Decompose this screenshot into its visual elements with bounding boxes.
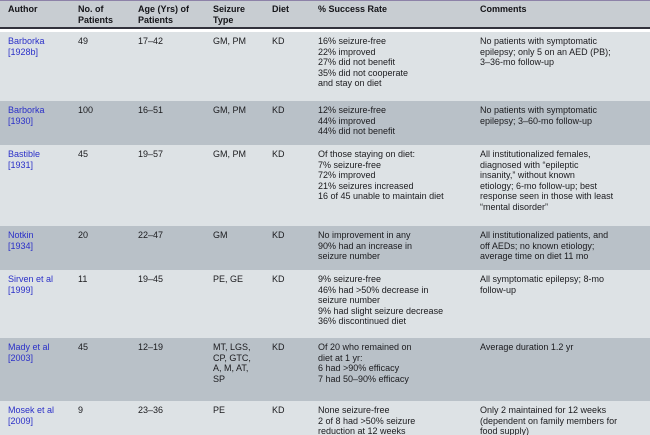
table-header-row: Author No. of Patients Age (Yrs) of Pati… (0, 1, 650, 29)
seizure-type-cell: GM, PM (205, 101, 264, 145)
table-row: Sirven et al [1999] 11 19–45 PE, GE KD 9… (0, 270, 650, 338)
patients-count-cell: 100 (70, 101, 130, 145)
author-citation-link[interactable]: Notkin [1934] (0, 226, 70, 270)
diet-cell: KD (264, 145, 310, 226)
col-header-author: Author (0, 1, 70, 29)
author-citation-link[interactable]: Mosek et al [2009] (0, 401, 70, 435)
patients-count-cell: 49 (70, 32, 130, 101)
success-rate-cell: 9% seizure-free 46% had >50% decrease in… (310, 270, 472, 338)
seizure-type-cell: GM, PM (205, 32, 264, 101)
table-row: Bastible [1931] 45 19–57 GM, PM KD Of th… (0, 145, 650, 226)
col-header-comments: Comments (472, 1, 650, 29)
patients-count-cell: 20 (70, 226, 130, 270)
author-citation-link[interactable]: Bastible [1931] (0, 145, 70, 226)
author-citation-link[interactable]: Barborka [1930] (0, 101, 70, 145)
comments-cell: All institutionalized patients, and off … (472, 226, 650, 270)
diet-cell: KD (264, 101, 310, 145)
success-rate-cell: 12% seizure-free 44% improved 44% did no… (310, 101, 472, 145)
age-range-cell: 22–47 (130, 226, 205, 270)
age-range-cell: 19–45 (130, 270, 205, 338)
diet-cell: KD (264, 32, 310, 101)
comments-cell: Only 2 maintained for 12 weeks (dependen… (472, 401, 650, 435)
comments-cell: All symptomatic epilepsy; 8-mo follow-up (472, 270, 650, 338)
success-rate-cell: Of 20 who remained on diet at 1 yr: 6 ha… (310, 338, 472, 401)
diet-cell: KD (264, 226, 310, 270)
age-range-cell: 12–19 (130, 338, 205, 401)
success-rate-cell: None seizure-free 2 of 8 had >50% seizur… (310, 401, 472, 435)
seizure-type-cell: PE (205, 401, 264, 435)
col-header-diet: Diet (264, 1, 310, 29)
header-gap-row (0, 28, 650, 32)
table-row: Barborka [1930] 100 16–51 GM, PM KD 12% … (0, 101, 650, 145)
comments-cell: No patients with symptomatic epilepsy; 3… (472, 101, 650, 145)
author-citation-link[interactable]: Barborka [1928b] (0, 32, 70, 101)
col-header-success-rate: % Success Rate (310, 1, 472, 29)
table-row: Notkin [1934] 20 22–47 GM KD No improvem… (0, 226, 650, 270)
table-body: Barborka [1928b] 49 17–42 GM, PM KD 16% … (0, 28, 650, 435)
seizure-type-cell: GM (205, 226, 264, 270)
top-border-rule (0, 0, 650, 1)
diet-cell: KD (264, 401, 310, 435)
success-rate-cell: Of those staying on diet: 7% seizure-fre… (310, 145, 472, 226)
diet-cell: KD (264, 338, 310, 401)
age-range-cell: 19–57 (130, 145, 205, 226)
col-header-no-of-patients: No. of Patients (70, 1, 130, 29)
patients-count-cell: 45 (70, 145, 130, 226)
table-row: Barborka [1928b] 49 17–42 GM, PM KD 16% … (0, 32, 650, 101)
success-rate-cell: 16% seizure-free 22% improved 27% did no… (310, 32, 472, 101)
col-header-seizure-type: Seizure Type (205, 1, 264, 29)
age-range-cell: 23–36 (130, 401, 205, 435)
table-row: Mady et al [2003] 45 12–19 MT, LGS, CP, … (0, 338, 650, 401)
author-citation-link[interactable]: Sirven et al [1999] (0, 270, 70, 338)
success-rate-cell: No improvement in any 90% had an increas… (310, 226, 472, 270)
author-citation-link[interactable]: Mady et al [2003] (0, 338, 70, 401)
seizure-type-cell: PE, GE (205, 270, 264, 338)
seizure-type-cell: MT, LGS, CP, GTC, A, M, AT, SP (205, 338, 264, 401)
col-header-age: Age (Yrs) of Patients (130, 1, 205, 29)
patients-count-cell: 45 (70, 338, 130, 401)
seizure-type-cell: GM, PM (205, 145, 264, 226)
age-range-cell: 17–42 (130, 32, 205, 101)
comments-cell: All institutionalized females, diagnosed… (472, 145, 650, 226)
age-range-cell: 16–51 (130, 101, 205, 145)
table-row: Mosek et al [2009] 9 23–36 PE KD None se… (0, 401, 650, 435)
patients-count-cell: 9 (70, 401, 130, 435)
diet-cell: KD (264, 270, 310, 338)
comments-cell: No patients with symptomatic epilepsy; o… (472, 32, 650, 101)
patients-count-cell: 11 (70, 270, 130, 338)
comments-cell: Average duration 1.2 yr (472, 338, 650, 401)
